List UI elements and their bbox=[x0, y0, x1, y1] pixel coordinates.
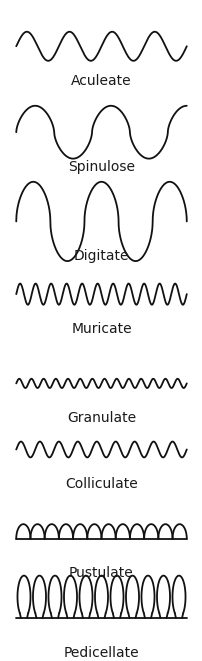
Text: Colliculate: Colliculate bbox=[65, 477, 137, 491]
Text: Granulate: Granulate bbox=[67, 411, 135, 425]
Text: Digitate: Digitate bbox=[73, 249, 129, 263]
Text: Spinulose: Spinulose bbox=[68, 160, 134, 174]
Text: Pedicellate: Pedicellate bbox=[63, 646, 139, 660]
Text: Aculeate: Aculeate bbox=[71, 74, 131, 88]
Text: Muricate: Muricate bbox=[71, 322, 131, 336]
Text: Pustulate: Pustulate bbox=[69, 566, 133, 580]
